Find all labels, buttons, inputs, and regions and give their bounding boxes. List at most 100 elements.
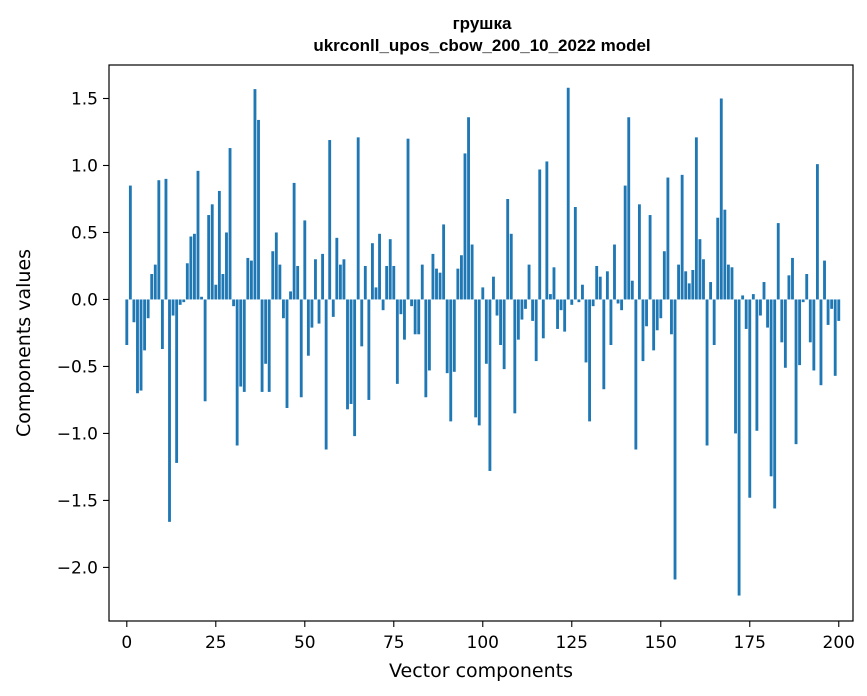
bar-139 xyxy=(620,299,624,311)
bar-174 xyxy=(744,299,748,329)
bar-57 xyxy=(328,140,332,300)
bar-11 xyxy=(164,178,168,300)
bar-85 xyxy=(427,299,431,371)
bar-152 xyxy=(666,177,670,300)
bar-22 xyxy=(203,299,207,402)
bar-156 xyxy=(680,174,684,300)
bar-20 xyxy=(196,170,200,300)
bar-126 xyxy=(573,207,577,300)
bar-42 xyxy=(274,232,278,300)
bar-160 xyxy=(694,137,698,300)
bar-59 xyxy=(335,237,339,300)
bar-77 xyxy=(399,299,403,315)
bar-176 xyxy=(751,294,755,300)
bar-45 xyxy=(285,299,289,408)
bar-163 xyxy=(705,299,709,446)
bar-150 xyxy=(659,299,663,319)
bar-52 xyxy=(310,299,314,328)
bar-30 xyxy=(232,299,236,307)
bar-72 xyxy=(381,299,385,311)
bar-10 xyxy=(160,299,164,350)
bar-38 xyxy=(260,299,264,392)
bar-88 xyxy=(438,272,442,300)
bar-17 xyxy=(185,263,189,300)
bar-144 xyxy=(637,204,641,300)
bar-series xyxy=(125,87,841,596)
bar-26 xyxy=(217,190,221,300)
bar-188 xyxy=(794,299,798,445)
bar-35 xyxy=(249,260,253,300)
bar-92 xyxy=(452,299,456,372)
bar-80 xyxy=(410,299,414,307)
bar-151 xyxy=(662,251,666,300)
bar-159 xyxy=(691,269,695,300)
bar-79 xyxy=(406,138,410,300)
bar-89 xyxy=(442,224,446,300)
bar-127 xyxy=(577,299,581,303)
bar-67 xyxy=(363,265,367,300)
bar-167 xyxy=(719,98,723,300)
bar-162 xyxy=(702,259,705,300)
bar-124 xyxy=(566,87,570,300)
bar-87 xyxy=(435,268,438,300)
bar-132 xyxy=(595,265,599,300)
bar-37 xyxy=(257,119,260,300)
bar-172 xyxy=(737,299,741,596)
bar-177 xyxy=(755,299,759,431)
bar-25 xyxy=(214,284,218,300)
bar-94 xyxy=(460,255,463,300)
x-tick-label: 125 xyxy=(556,633,588,653)
chart-title-line-2: ukrconll_upos_cbow_200_10_2022 model xyxy=(313,36,650,55)
bar-91 xyxy=(449,299,453,422)
bar-190 xyxy=(801,299,805,303)
bar-123 xyxy=(563,299,567,332)
bar-61 xyxy=(342,259,346,300)
bar-65 xyxy=(356,137,360,300)
x-tick-label: 25 xyxy=(205,633,227,653)
bar-137 xyxy=(613,244,616,300)
bar-86 xyxy=(431,253,435,300)
bar-41 xyxy=(271,251,275,300)
bar-138 xyxy=(616,299,620,304)
bar-118 xyxy=(545,161,549,300)
bar-110 xyxy=(516,299,520,340)
bar-170 xyxy=(730,267,734,300)
bar-107 xyxy=(506,198,510,300)
bar-95 xyxy=(463,153,467,300)
bar-173 xyxy=(741,295,745,300)
bar-141 xyxy=(627,117,631,300)
bar-28 xyxy=(225,232,228,300)
bar-60 xyxy=(338,264,342,300)
bar-133 xyxy=(598,276,602,300)
y-tick-label: 1.5 xyxy=(71,89,98,109)
bar-135 xyxy=(605,271,609,300)
bar-75 xyxy=(392,265,396,300)
plot-area-frame xyxy=(108,64,854,622)
y-tick-label: −2.0 xyxy=(57,558,98,578)
bar-58 xyxy=(331,299,335,317)
y-tick-label: −0.5 xyxy=(57,357,98,377)
bar-185 xyxy=(783,299,787,368)
bar-76 xyxy=(395,299,399,384)
bar-33 xyxy=(242,299,246,392)
bar-184 xyxy=(780,299,784,343)
bar-7 xyxy=(150,274,154,300)
bar-128 xyxy=(581,284,584,300)
bar-199 xyxy=(833,299,837,376)
bar-18 xyxy=(189,236,193,300)
bar-43 xyxy=(278,264,282,300)
bar-93 xyxy=(456,268,460,300)
bar-117 xyxy=(541,299,545,339)
bar-116 xyxy=(538,169,542,300)
bar-155 xyxy=(677,264,680,300)
x-tick-label: 0 xyxy=(121,633,132,653)
bar-112 xyxy=(524,299,527,309)
bar-40 xyxy=(267,299,271,392)
bar-62 xyxy=(346,299,349,410)
bar-14 xyxy=(175,299,179,463)
bar-196 xyxy=(823,260,826,300)
bar-1 xyxy=(128,185,132,300)
bar-134 xyxy=(602,299,606,390)
bar-153 xyxy=(670,299,673,335)
